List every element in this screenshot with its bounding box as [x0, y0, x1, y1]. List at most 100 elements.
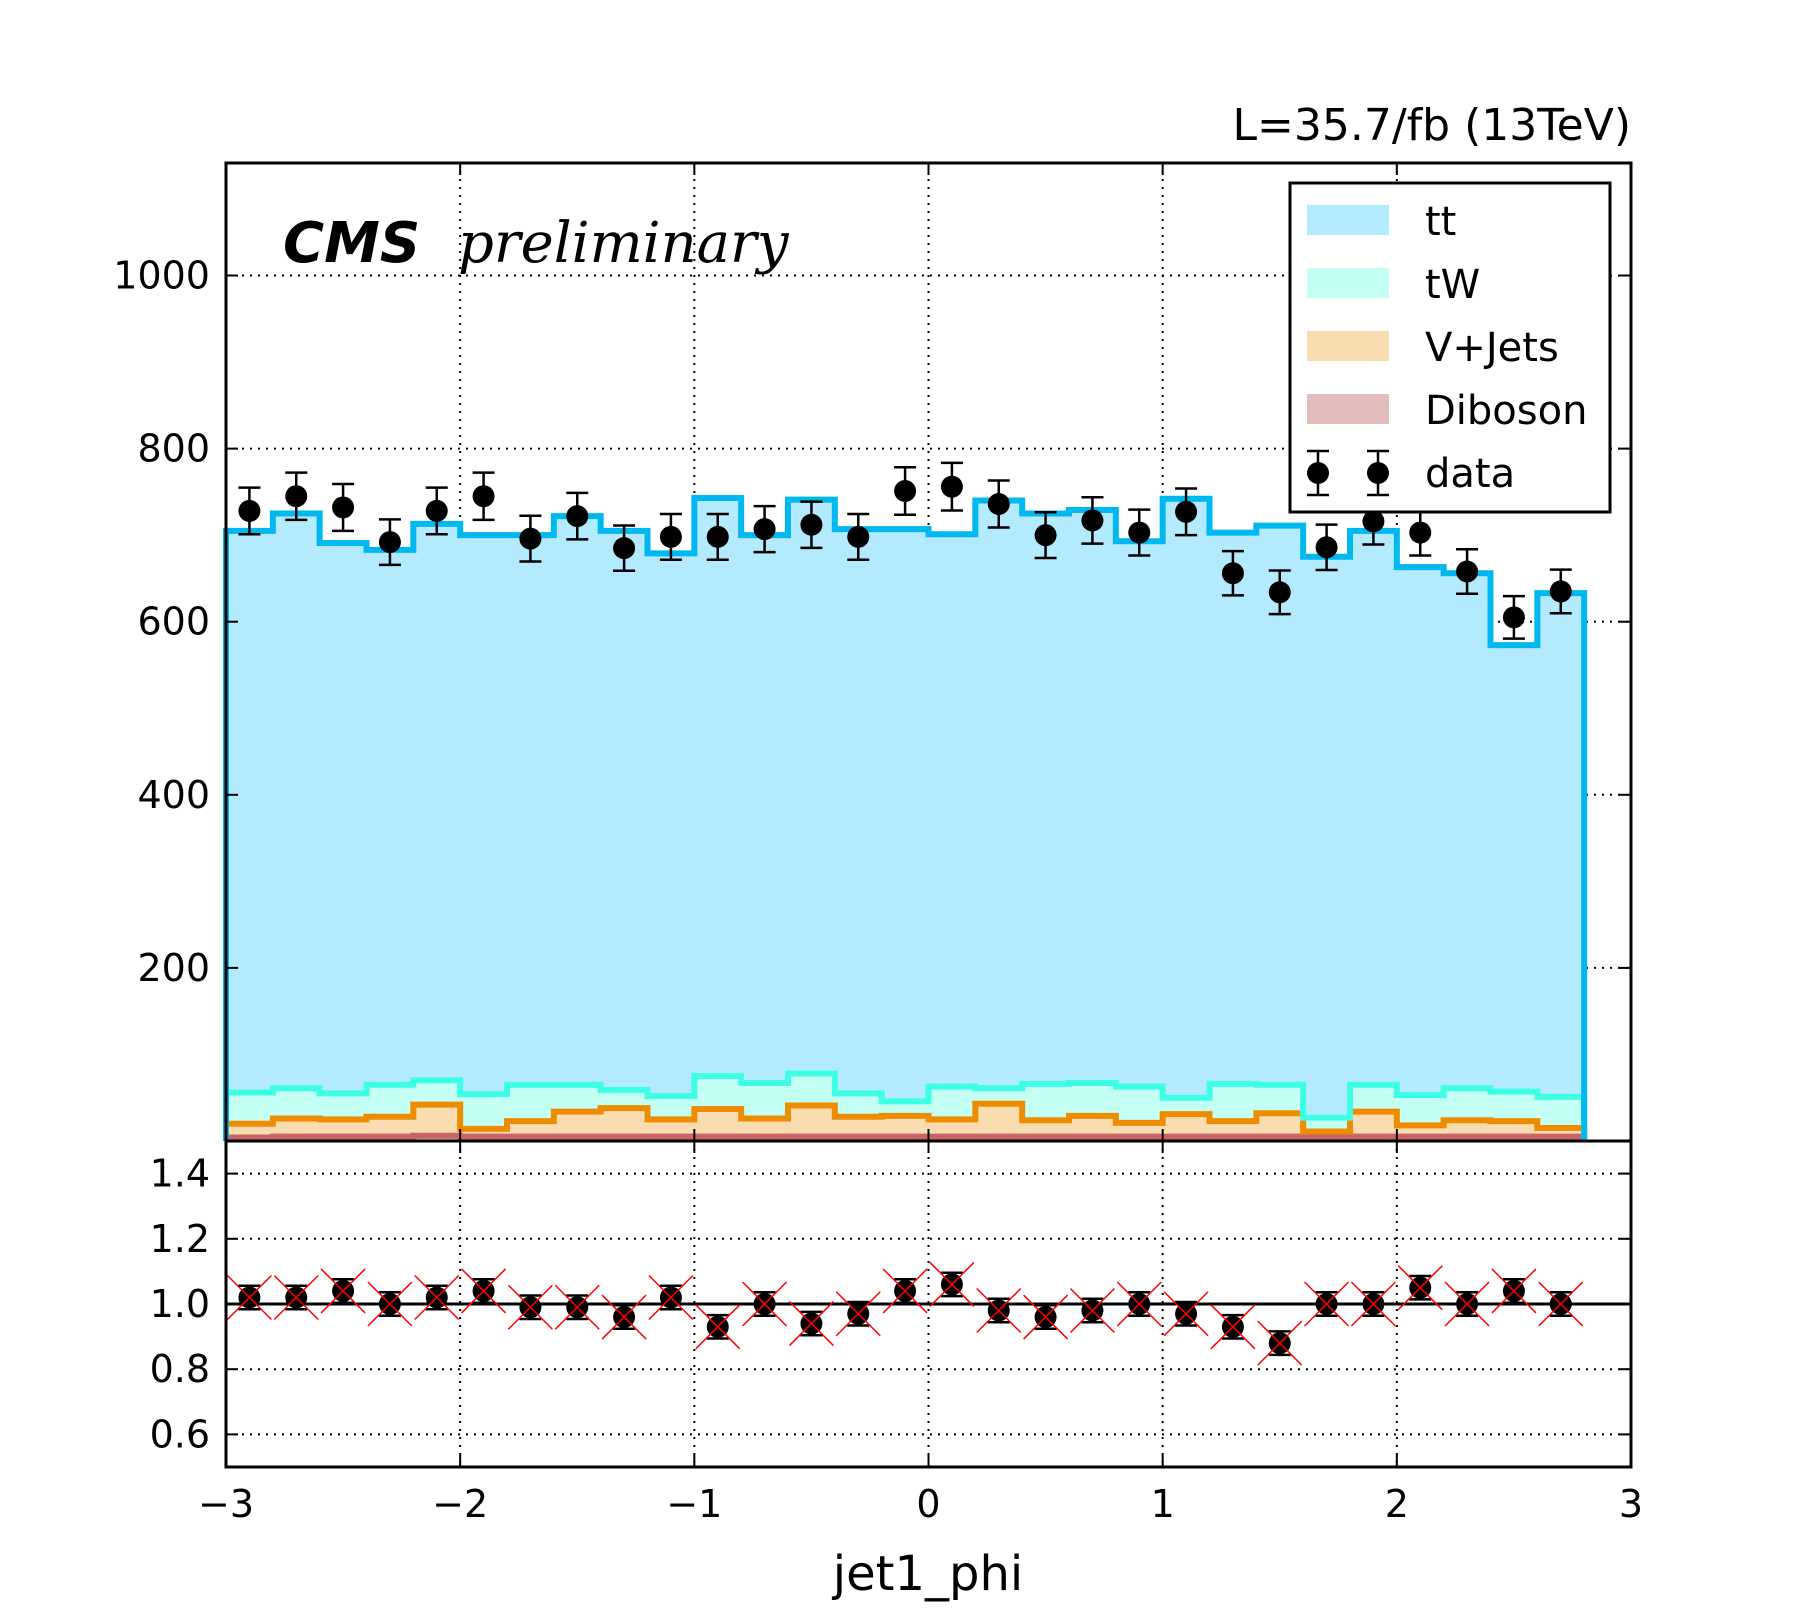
- bar-v-jets: [1069, 1115, 1117, 1137]
- bar-tw: [1443, 1088, 1491, 1121]
- x-tick-label: −2: [432, 1482, 488, 1526]
- data-point: [238, 486, 261, 536]
- bar-tt: [741, 535, 789, 1084]
- bar-v-jets: [1115, 1122, 1164, 1137]
- legend-swatch-v-jets: [1307, 331, 1389, 361]
- ratio-cross: [414, 1274, 460, 1321]
- legend-label-data: data: [1425, 451, 1515, 497]
- preliminary-label: preliminary: [458, 211, 790, 276]
- ratio-y-ticks: 0.6 0.8 1.0 1.2 1.4: [150, 1152, 1631, 1456]
- ratio-cross: [835, 1291, 881, 1337]
- bar-tw: [1396, 1095, 1445, 1126]
- bar-tt: [1115, 541, 1164, 1087]
- data-marker: [238, 499, 261, 522]
- data-point: [285, 471, 308, 522]
- data-points: [238, 461, 1572, 640]
- ratio-cross: [1163, 1291, 1209, 1337]
- data-marker: [1221, 562, 1244, 585]
- bar-tw: [1115, 1086, 1164, 1123]
- data-point: [566, 491, 589, 541]
- bar-tw: [1537, 1096, 1585, 1129]
- ratio-y-tick-label: 0.6: [150, 1412, 210, 1456]
- bar-v-jets: [741, 1118, 789, 1137]
- legend-label-v-jets: V+Jets: [1425, 325, 1559, 371]
- bar-tt: [600, 530, 648, 1090]
- data-marker: [706, 525, 729, 548]
- ratio-cross: [929, 1261, 975, 1307]
- data-point: [1502, 594, 1525, 640]
- data-point: [753, 504, 776, 554]
- ratio-point: [1257, 1320, 1303, 1366]
- data-marker: [566, 505, 589, 528]
- data-marker: [1128, 521, 1151, 544]
- legend-swatch-diboson: [1307, 394, 1389, 424]
- ratio-point: [976, 1287, 1022, 1334]
- ratio-cross: [882, 1268, 928, 1314]
- y-tick-label: 800: [137, 427, 210, 471]
- ratio-point: [507, 1284, 553, 1330]
- data-marker: [472, 485, 495, 508]
- bar-v-jets: [319, 1119, 367, 1137]
- bar-tt: [928, 534, 976, 1087]
- x-tick-label: 1: [1151, 1482, 1175, 1526]
- data-point: [425, 486, 448, 536]
- ratio-y-tick-label: 0.8: [150, 1347, 210, 1391]
- bar-tt: [975, 500, 1023, 1089]
- bar-tw: [1303, 1117, 1351, 1132]
- data-marker: [1081, 509, 1104, 532]
- ratio-point: [554, 1284, 600, 1330]
- bar-tw: [507, 1084, 555, 1122]
- bar-tt: [788, 499, 836, 1074]
- data-point: [1549, 568, 1572, 615]
- data-marker: [1175, 500, 1198, 523]
- bar-v-jets: [834, 1116, 883, 1137]
- data-point: [1315, 523, 1338, 572]
- ratio-point: [1491, 1268, 1537, 1314]
- bar-tw: [881, 1101, 929, 1116]
- ratio-cross: [320, 1268, 366, 1314]
- data-point: [659, 512, 682, 562]
- data-marker: [519, 527, 542, 550]
- bar-tw: [460, 1094, 508, 1129]
- ratio-y-tick-label: 1.4: [150, 1152, 210, 1196]
- bar-tw: [741, 1083, 789, 1119]
- data-marker: [1549, 580, 1572, 603]
- ratio-y-tick-label: 1.2: [150, 1217, 210, 1261]
- ratio-point: [695, 1304, 741, 1350]
- bar-v-jets: [881, 1115, 929, 1137]
- bar-tt: [1256, 525, 1304, 1085]
- data-point: [1175, 487, 1198, 537]
- legend-data-dot: [1367, 462, 1389, 484]
- ratio-cross: [1350, 1281, 1396, 1327]
- y-tick-label: 400: [137, 773, 210, 817]
- bar-tt: [460, 535, 508, 1095]
- ratio-points: [226, 1261, 1584, 1366]
- legend: tt tW V+Jets Diboson data: [1288, 181, 1612, 514]
- bar-v-jets: [788, 1105, 836, 1137]
- bar-tw: [647, 1095, 695, 1120]
- ratio-point: [742, 1281, 788, 1327]
- bar-tw: [319, 1093, 367, 1120]
- x-ticks: −3 −2 −1 0 1 2 3: [198, 1141, 1643, 1526]
- ratio-point: [320, 1268, 366, 1314]
- ratio-point: [461, 1268, 507, 1314]
- bar-tw: [1162, 1097, 1210, 1115]
- bar-v-jets: [1490, 1121, 1538, 1137]
- ratio-cross: [226, 1274, 272, 1321]
- bar-tt: [1537, 593, 1585, 1097]
- bar-tw: [226, 1092, 274, 1124]
- data-marker: [1502, 606, 1525, 629]
- ratio-point: [601, 1294, 647, 1340]
- data-marker: [659, 525, 682, 548]
- bar-tw: [1209, 1083, 1257, 1122]
- bar-v-jets: [1350, 1111, 1398, 1137]
- bar-tt: [834, 529, 883, 1094]
- bar-v-jets: [600, 1108, 648, 1137]
- bar-tt: [366, 549, 414, 1085]
- ratio-y-tick-label: 1.0: [150, 1282, 210, 1326]
- data-marker: [1034, 524, 1057, 547]
- y-tick-label: 600: [137, 600, 210, 644]
- ratio-cross: [507, 1284, 553, 1330]
- bar-v-jets: [647, 1119, 695, 1137]
- ratio-cross: [601, 1294, 647, 1340]
